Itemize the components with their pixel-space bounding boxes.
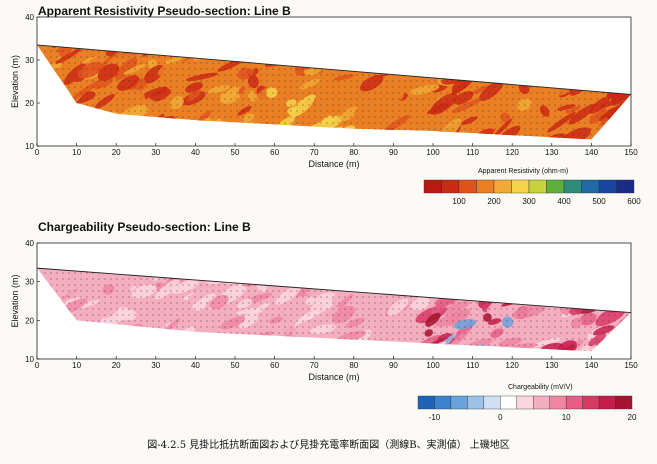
x-tick-label: 90 [389,361,398,370]
colorbar-swatch [483,395,501,410]
x-tick-label: 100 [426,361,440,370]
x-tick-label: 50 [231,148,240,157]
x-tick-label: 130 [545,148,559,157]
x-tick-label: 120 [506,148,520,157]
colorbar-tick-label: 400 [557,197,571,206]
colorbar-swatch [533,395,550,410]
x-tick-label: 80 [349,361,358,370]
chargeability-title: Chargeability Pseudo-section: Line B [38,220,251,234]
measurement-points [37,268,631,352]
colorbar-swatch [450,395,468,410]
colorbar-tick-label: 100 [452,197,466,206]
colorbar-swatch [500,395,517,410]
y-tick-label: 20 [25,99,34,108]
chart-panel-0: 0 10 20 30 40 50 60 70 80 90 100 110 120 130 140 150102… [10,13,641,206]
resistivity-colorbar-title: Apparent Resistivity (ohm-m) [478,168,569,175]
x-tick-label: 20 [112,148,121,157]
y-tick-label: 40 [25,239,34,248]
ground-surface-line [36,44,632,95]
x-tick-label: 60 [270,361,279,370]
x-tick-label: 150 [624,361,638,370]
y-tick-label: 30 [25,278,34,287]
colorbar: -10 0 10 20 [417,395,637,422]
ground-surface-line [36,267,632,314]
colorbar-swatch [549,395,567,410]
y-tick-label: 10 [25,355,34,364]
x-tick-label: 40 [191,148,200,157]
x-tick-label: 120 [506,361,520,370]
x-tick-label: 130 [545,361,559,370]
colorbar-swatch [615,395,633,410]
colorbar-swatch [476,179,495,194]
x-tick-label: 20 [112,361,121,370]
x-tick-label: 30 [151,361,160,370]
x-tick-label: 140 [585,148,599,157]
y-tick-label: 40 [25,13,34,22]
colorbar-tick-label: 300 [522,197,536,206]
colorbar-swatch [511,179,530,194]
colorbar-swatch [493,179,512,194]
chargeability-colorbar-title: Chargeability (mV/V) [508,384,573,391]
colorbar-tick-label: 10 [562,413,571,422]
x-tick-label: 40 [191,361,200,370]
colorbar-swatch [563,179,582,194]
colorbar-swatch [565,395,583,410]
colorbar-swatch [458,179,477,194]
x-tick-label: 10 [72,148,81,157]
colorbar-swatch [467,395,485,410]
colorbar-swatch [598,395,616,410]
y-tick-label: 20 [25,316,34,325]
colorbar-tick-label: -10 [429,413,441,422]
y-axis-label: Elevation (m) [10,55,20,108]
colorbar-swatch [582,395,600,410]
measurement-points [37,44,631,140]
colorbar-tick-label: 500 [592,197,606,206]
colorbar-swatch [546,179,565,194]
x-tick-label: 50 [231,361,240,370]
x-tick-label: 140 [585,361,599,370]
x-tick-label: 110 [466,361,479,370]
y-tick-label: 30 [25,56,34,65]
x-tick-label: 30 [151,148,160,157]
colorbar-swatch [598,179,617,194]
colorbar-swatch [581,179,600,194]
resistivity-title: Apparent Resistivity Pseudo-section: Lin… [38,4,291,18]
x-tick-label: 0 [35,361,40,370]
colorbar-swatch [417,395,435,410]
x-axis-label: Distance (m) [308,159,359,169]
chart-panel-1: 0 10 20 30 40 50 60 70 80 90 100 110 120 130 140 150102… [10,239,638,422]
y-axis-label: Elevation (m) [10,274,20,327]
x-tick-label: 10 [72,361,81,370]
x-axis-label: Distance (m) [308,372,359,382]
colorbar-swatch [434,395,452,410]
colorbar-swatch [423,179,442,194]
y-tick-label: 10 [25,142,34,151]
colorbar-swatch [528,179,547,194]
x-tick-label: 80 [349,148,358,157]
x-tick-label: 70 [310,148,319,157]
colorbar-swatch [516,395,534,410]
x-tick-label: 150 [624,148,638,157]
figure-caption: 図-4.2.5 見掛比抵抗断面図および見掛充電率断面図（測線B、実測値） 上磯地… [147,440,510,451]
colorbar-tick-label: 200 [487,197,501,206]
colorbar: 100 200 300 400 500 600 [423,179,641,206]
colorbar-swatch [441,179,460,194]
x-tick-label: 110 [466,148,479,157]
x-tick-label: 0 [35,148,40,157]
colorbar-tick-label: 0 [498,413,503,422]
colorbar-swatch [616,179,635,194]
x-tick-label: 70 [310,361,319,370]
colorbar-tick-label: 20 [628,413,637,422]
x-tick-label: 100 [426,148,440,157]
x-tick-label: 60 [270,148,279,157]
colorbar-tick-label: 600 [627,197,641,206]
x-tick-label: 90 [389,148,398,157]
